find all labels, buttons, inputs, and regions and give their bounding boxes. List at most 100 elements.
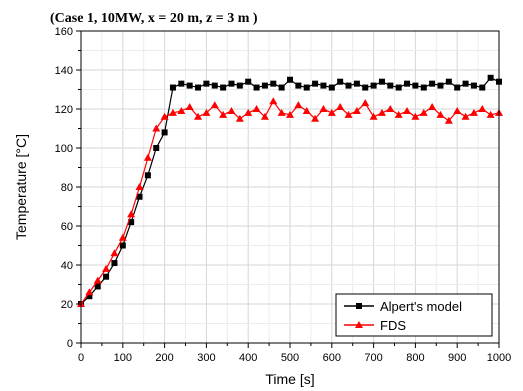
y-tick-label: 160: [55, 26, 73, 38]
data-point: [169, 84, 176, 91]
data-point: [479, 84, 486, 91]
data-point: [454, 84, 461, 91]
data-point: [403, 106, 412, 114]
data-point: [478, 105, 487, 112]
data-point: [386, 105, 395, 112]
data-point: [270, 80, 277, 87]
data-point: [303, 84, 310, 91]
data-point: [387, 82, 394, 89]
data-point: [378, 78, 385, 85]
data-point: [470, 82, 477, 89]
data-point: [135, 183, 144, 190]
data-point: [253, 84, 260, 91]
data-point: [462, 80, 469, 87]
data-point: [320, 82, 327, 89]
data-point: [111, 260, 118, 267]
data-point: [295, 82, 302, 89]
data-point: [235, 114, 244, 122]
y-tick-label: 60: [61, 221, 73, 233]
data-point: [227, 106, 236, 114]
data-point: [203, 80, 210, 87]
data-point: [345, 82, 352, 89]
data-point: [469, 108, 478, 116]
data-point: [294, 101, 303, 109]
x-tick-label: 0: [78, 352, 84, 364]
data-point: [337, 78, 344, 85]
legend-label: Alpert's model: [380, 299, 462, 314]
data-point: [352, 106, 361, 114]
data-point: [143, 153, 152, 161]
data-point: [269, 97, 278, 105]
data-point: [211, 82, 218, 89]
legend-marker: [355, 321, 363, 328]
data-point: [278, 84, 285, 91]
y-tick-label: 40: [61, 260, 73, 272]
data-point: [453, 106, 462, 114]
data-point: [94, 283, 101, 290]
legend-label: FDS: [380, 318, 406, 333]
data-point: [311, 114, 320, 122]
data-point: [194, 112, 203, 120]
data-point: [103, 273, 110, 280]
data-point: [93, 276, 102, 284]
data-point: [436, 110, 445, 118]
y-tick-label: 20: [61, 299, 73, 311]
data-point: [287, 76, 293, 83]
data-point: [419, 108, 428, 116]
x-axis-label: Time [s]: [265, 371, 314, 387]
data-point: [336, 103, 345, 111]
data-point: [369, 112, 378, 120]
data-point: [344, 110, 353, 118]
data-point: [236, 82, 243, 89]
x-tick-label: 100: [114, 352, 132, 364]
data-point: [168, 108, 177, 116]
y-tick-label: 120: [55, 104, 73, 116]
data-point: [327, 108, 336, 116]
data-point: [252, 105, 261, 112]
data-point: [437, 82, 444, 89]
data-point: [86, 293, 93, 300]
data-point: [220, 84, 227, 91]
data-point: [411, 112, 420, 120]
data-point: [186, 82, 193, 89]
data-point: [261, 82, 268, 89]
x-tick-label: 1000: [487, 352, 511, 364]
data-point: [185, 103, 194, 111]
data-point: [377, 108, 386, 116]
axis-ticks: 0 100 200 300 400 500 600 700 800 900 1000 0 20 40 60 8…: [55, 26, 512, 364]
y-tick-label: 0: [67, 338, 73, 350]
data-point: [210, 101, 219, 109]
data-point: [353, 80, 360, 87]
data-point: [394, 110, 403, 118]
x-tick-label: 200: [155, 352, 173, 364]
data-point: [119, 242, 126, 249]
data-point: [461, 112, 470, 120]
x-tick-label: 500: [281, 352, 299, 364]
legend-box: [335, 293, 493, 337]
y-tick-label: 80: [61, 182, 73, 194]
legend-marker: [356, 303, 362, 309]
data-point: [420, 84, 427, 91]
data-point: [202, 108, 211, 116]
x-tick-label: 300: [197, 352, 215, 364]
x-tick-label: 600: [323, 352, 341, 364]
data-point: [195, 84, 202, 91]
data-point: [245, 78, 252, 85]
data-point: [144, 172, 151, 179]
data-point: [412, 82, 419, 89]
y-axis-label: Temperature [°C]: [13, 134, 29, 240]
data-point: [127, 210, 136, 218]
data-point: [362, 84, 369, 91]
x-tick-label: 900: [448, 352, 466, 364]
data-point: [244, 108, 253, 116]
data-point: [487, 74, 494, 81]
data-point: [177, 106, 186, 114]
data-point: [102, 264, 111, 272]
data-point: [486, 110, 495, 118]
y-tick-label: 100: [55, 143, 73, 155]
data-point: [110, 249, 119, 257]
chart-title: (Case 1, 10MW, x = 20 m, z = 3 m ): [50, 11, 258, 26]
data-point: [395, 84, 402, 91]
data-point: [428, 103, 437, 111]
data-point: [361, 99, 370, 107]
